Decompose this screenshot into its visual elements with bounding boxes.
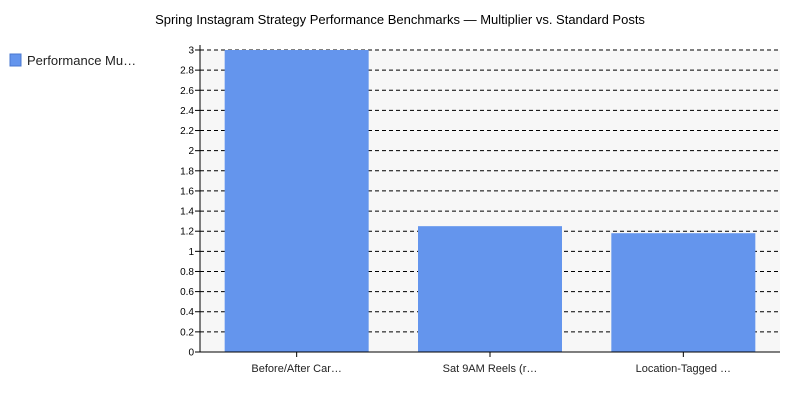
y-tick-label: 1.8	[180, 166, 194, 177]
y-tick-label: 3	[188, 46, 194, 57]
x-category-label: Before/After Car…	[251, 363, 341, 375]
chart-title: Spring Instagram Strategy Performance Be…	[155, 12, 645, 27]
legend-label: Performance Mu…	[27, 53, 136, 68]
legend-swatch	[9, 53, 22, 67]
legend: Performance Mu…	[9, 53, 136, 68]
bar	[418, 226, 562, 352]
y-tick-label: 1.2	[180, 227, 194, 238]
y-tick-label: 1.6	[180, 186, 194, 197]
y-tick-label: 0.2	[180, 327, 194, 338]
x-category-label: Sat 9AM Reels (r…	[443, 363, 538, 375]
bar	[224, 50, 369, 352]
x-category-label: Location-Tagged …	[636, 363, 731, 375]
bar	[611, 233, 756, 352]
y-tick-label: 2	[188, 146, 194, 157]
y-tick-label: 0.6	[180, 287, 194, 298]
y-tick-label: 2.4	[180, 106, 194, 117]
y-tick-label: 0.4	[180, 307, 194, 318]
y-tick-label: 1.4	[180, 207, 194, 218]
y-tick-label: 2.6	[180, 86, 194, 97]
y-tick-label: 1	[188, 247, 194, 258]
y-tick-label: 0.8	[180, 267, 194, 278]
y-tick-label: 2.8	[180, 66, 194, 77]
plot-area: 0 0.2 0.4 0.6 0.8 1 1.2 1.4 1.6 1.8 2 2.2 2.4 2.6 2.8 3…	[180, 45, 780, 375]
y-tick-label: 0	[188, 348, 194, 359]
y-tick-label: 2.2	[180, 126, 194, 137]
